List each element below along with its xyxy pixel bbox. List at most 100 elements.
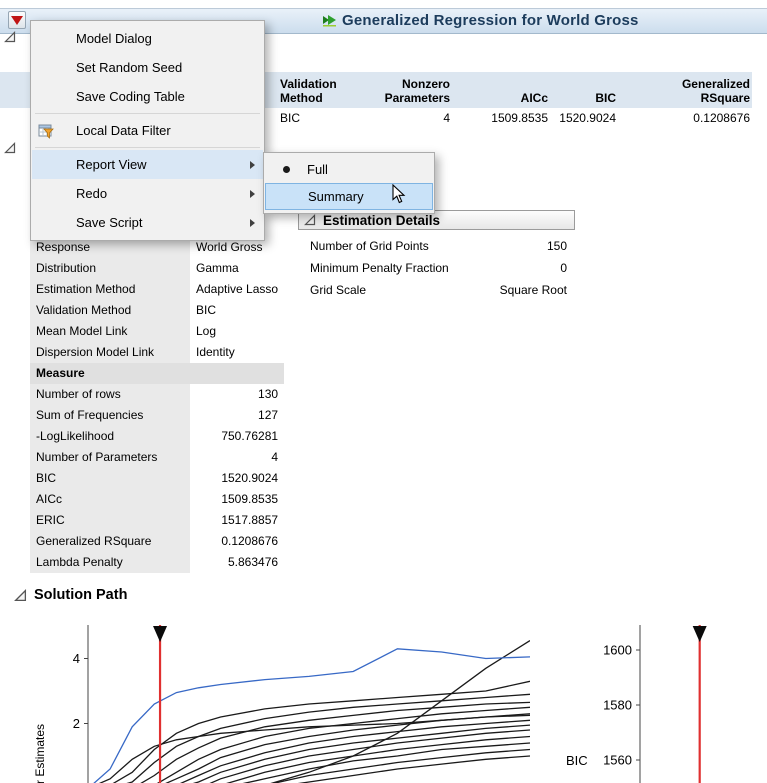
model-comparison-cell: 0.1208676 [693,111,750,125]
menu-item-model-dialog[interactable]: Model Dialog [32,24,263,53]
disclosure-triangle-icon[interactable] [14,588,27,602]
summary-row: Sum of Frequencies 127 [30,405,285,426]
path-1[interactable] [88,680,530,783]
disclosure-triangle-icon[interactable] [4,141,16,159]
summary-row-label: ERIC [30,510,190,531]
summary-row-value: 5.863476 [190,552,285,573]
summary-row-label: BIC [30,468,190,489]
selected-model-path[interactable] [88,648,530,783]
estimation-detail-row: Minimum Penalty Fraction 0 [298,259,575,281]
summary-row-value: 1509.8535 [190,489,285,510]
submenu-item-summary[interactable]: Summary [265,183,433,210]
menu-item-report-view[interactable]: Report View [32,150,263,179]
estimation-detail-value: Square Root [499,283,567,297]
red-triangle-menu-button[interactable] [8,11,26,29]
summary-row-label: Estimation Method [30,279,190,300]
summary-row-label: Generalized RSquare [30,531,190,552]
path-11[interactable] [88,748,530,783]
column-header-bic[interactable]: BIC [595,91,616,105]
summary-row-value: Log [190,321,285,342]
summary-row-label: -LogLikelihood [30,426,190,447]
solution-path-estimates-plot[interactable]: 42 [30,615,530,783]
y-tick-label: 4 [73,651,80,666]
path-2[interactable] [88,693,530,783]
path-4[interactable] [88,706,530,783]
estimation-detail-row: Number of Grid Points 150 [298,237,575,259]
path-14[interactable] [88,714,530,783]
selected-radio-bullet-icon [265,166,307,173]
path-10[interactable] [88,742,530,783]
summary-row: Number of Parameters 4 [30,447,285,468]
submenu-item-label: Full [307,162,328,177]
estimation-detail-label: Grid Scale [310,283,367,297]
menu-item-redo[interactable]: Redo [32,179,263,208]
menu-item-label: Report View [76,157,147,172]
menu-item-label: Save Coding Table [76,89,185,104]
estimation-details-panel: Estimation Details Number of Grid Points… [298,210,575,303]
summary-row-value: 4 [190,447,285,468]
estimation-details-header[interactable]: Estimation Details [298,210,575,230]
disclosure-triangle-icon[interactable] [4,30,16,48]
estimation-detail-label: Minimum Penalty Fraction [310,261,449,275]
summary-row: Lambda Penalty 5.863476 [30,552,285,573]
path-8[interactable] [88,729,530,783]
submenu-arrow-icon [250,189,255,198]
path-6[interactable] [88,719,530,783]
red-triangle-icon [11,15,23,25]
column-header-validation-method[interactable]: Validation Method [280,77,337,105]
column-header-nonzero-parameters[interactable]: Nonzero Parameters [384,77,450,105]
summary-row-label: Dispersion Model Link [30,342,190,363]
menu-item-label: Model Dialog [76,31,152,46]
model-comparison-cell: 1520.9024 [559,111,616,125]
summary-row-value: Adaptive Lasso [190,279,285,300]
model-comparison-cell: BIC [280,111,301,125]
submenu-arrow-icon [250,160,255,169]
summary-row-label: Number of Parameters [30,447,190,468]
solution-path-bic-plot[interactable]: 1600 1580 1560 BIC [560,615,767,783]
summary-row: BIC 1520.9024 [30,468,285,489]
summary-row: Number of rows 130 [30,384,285,405]
y-tick-label: 2 [73,716,80,731]
slider-handle-icon[interactable] [153,626,168,642]
model-comparison-cell: 1509.8535 [491,111,548,125]
path-3[interactable] [88,701,530,783]
local-data-filter-icon [32,123,76,139]
summary-row-label: AICc [30,489,190,510]
disclosure-triangle-icon[interactable] [304,214,316,226]
path-9[interactable] [88,735,530,783]
menu-item-label: Local Data Filter [76,123,171,138]
estimation-details-title: Estimation Details [323,212,441,228]
path-7[interactable] [88,724,530,783]
summary-row: -LogLikelihood 750.76281 [30,426,285,447]
menu-item-save-script[interactable]: Save Script [32,208,263,237]
report-title: Generalized Regression for World Gross [342,12,639,29]
summary-row: Validation Method BIC [30,300,285,321]
summary-row-value: 750.76281 [190,426,285,447]
path-13-steep[interactable] [88,640,530,783]
radio-bullet [282,166,290,173]
summary-row-label: Sum of Frequencies [30,405,190,426]
summary-row: Estimation Method Adaptive Lasso [30,279,285,300]
path-12[interactable] [88,755,530,783]
summary-row-value: 0.1208676 [190,531,285,552]
estimation-detail-row: Grid Scale Square Root [298,281,575,303]
menu-item-local-data-filter[interactable]: Local Data Filter [32,116,263,145]
summary-row-label: Response [30,237,190,258]
summary-row: ERIC 1517.8857 [30,510,285,531]
solution-path-title: Solution Path [34,587,128,603]
solution-path-header[interactable]: Solution Path [14,587,127,603]
menu-item-set-random-seed[interactable]: Set Random Seed [32,53,263,82]
column-header-generalized-rsquare[interactable]: Generalized RSquare [681,77,750,105]
measure-header: Measure [30,363,285,384]
estimation-detail-value: 150 [546,239,567,253]
summary-row-label: Mean Model Link [30,321,190,342]
summary-row-value: World Gross [190,237,285,258]
submenu-item-full[interactable]: Full [265,156,433,183]
menu-item-save-coding-table[interactable]: Save Coding Table [32,82,263,111]
report-view-submenu: Full Summary [263,152,435,214]
slider-handle-icon[interactable] [692,626,707,642]
column-header-aicc[interactable]: AICc [520,91,548,105]
submenu-arrow-icon [250,218,255,227]
summary-row-value: 127 [190,405,285,426]
